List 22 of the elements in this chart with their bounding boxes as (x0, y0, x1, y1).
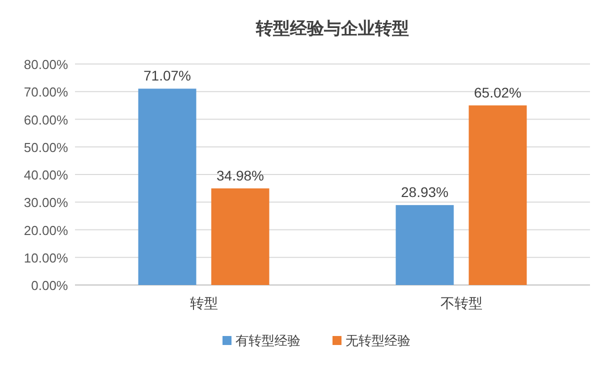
data-label: 65.02% (474, 84, 522, 100)
y-tick-label: 20.00% (24, 222, 68, 238)
bar (211, 188, 270, 285)
data-label: 34.98% (216, 167, 264, 184)
y-tick-label: 40.00% (24, 168, 68, 182)
y-tick-label: 60.00% (24, 112, 68, 128)
x-tick-label: 转型 (190, 295, 218, 311)
y-tick-label: 0.00% (31, 278, 68, 293)
y-tick-label: 50.00% (24, 140, 68, 155)
data-label: 71.07% (144, 68, 191, 84)
y-tick-label: 70.00% (24, 84, 68, 100)
chart-title: 转型经验与企业转型 (255, 19, 409, 38)
y-tick-label: 80.00% (24, 57, 68, 72)
legend-label: 有转型经验 (236, 333, 300, 348)
x-tick-label: 不转型 (440, 295, 482, 311)
y-tick-label: 30.00% (24, 195, 68, 210)
bar (396, 205, 454, 285)
data-label: 28.93% (401, 184, 448, 200)
bar (468, 105, 527, 285)
legend-label: 无转型经验 (346, 333, 410, 348)
bar (138, 88, 196, 285)
y-tick-label: 10.00% (24, 250, 68, 266)
